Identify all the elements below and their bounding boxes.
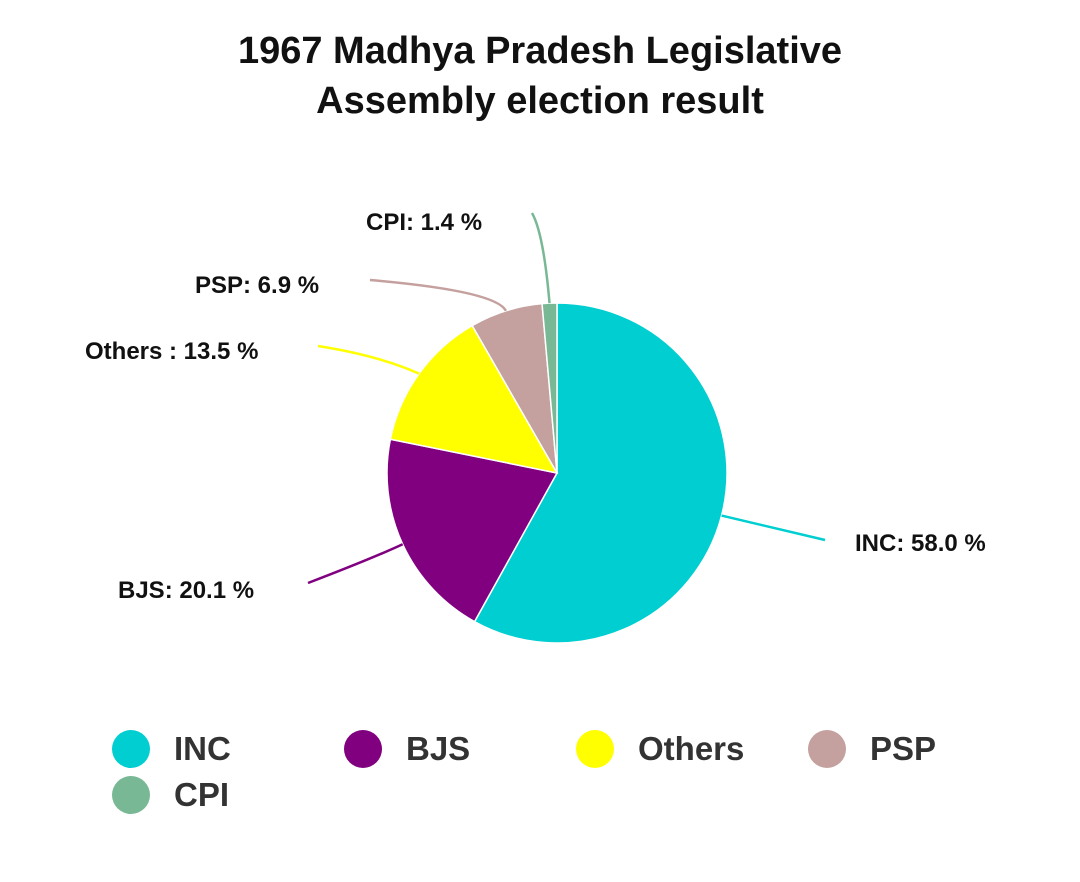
legend-label-others: Others [638, 730, 745, 767]
legend-label-bjs: BJS [406, 730, 471, 767]
legend-swatch-psp [808, 730, 846, 768]
chart-title: 1967 Madhya Pradesh Legislative Assembly… [0, 26, 1080, 126]
legend-item-psp: PSP [808, 730, 936, 768]
label-bjs: BJS: 20.1 % [118, 577, 254, 604]
legend-label-cpi: CPI [174, 776, 230, 813]
legend-swatch-cpi [112, 776, 150, 814]
leader-line-cpi [530, 212, 551, 304]
pie-chart: INC: 58.0 % BJS: 20.1 % Others : 13.5 % … [85, 209, 986, 644]
leader-line-inc [721, 514, 826, 542]
legend-label-psp: PSP [870, 730, 937, 767]
chart-title-line-1: 1967 Madhya Pradesh Legislative [237, 30, 843, 72]
label-cpi: CPI: 1.4 % [366, 209, 482, 236]
label-others: Others : 13.5 % [85, 338, 258, 365]
leader-line-bjs [307, 543, 404, 585]
legend-item-bjs: BJS [344, 730, 470, 768]
label-leaders [307, 212, 826, 585]
leader-line-psp [369, 278, 508, 312]
label-inc: INC: 58.0 % [855, 530, 986, 557]
pie-slices [386, 302, 728, 644]
legend-label-inc: INC [174, 730, 231, 767]
slice-labels: INC: 58.0 % BJS: 20.1 % Others : 13.5 % … [85, 209, 986, 604]
legend-item-inc: INC [112, 730, 231, 768]
legend-item-cpi: CPI [112, 776, 229, 814]
pie-slice-bjs [386, 438, 559, 623]
chart-title-line-2: Assembly election result [316, 80, 764, 122]
label-psp: PSP: 6.9 % [195, 272, 319, 299]
pie-slice-cpi [541, 302, 558, 474]
legend-item-others: Others [576, 730, 744, 768]
legend-swatch-bjs [344, 730, 382, 768]
leader-line-others [317, 344, 420, 375]
legend-swatch-inc [112, 730, 150, 768]
legend-swatch-others [576, 730, 614, 768]
